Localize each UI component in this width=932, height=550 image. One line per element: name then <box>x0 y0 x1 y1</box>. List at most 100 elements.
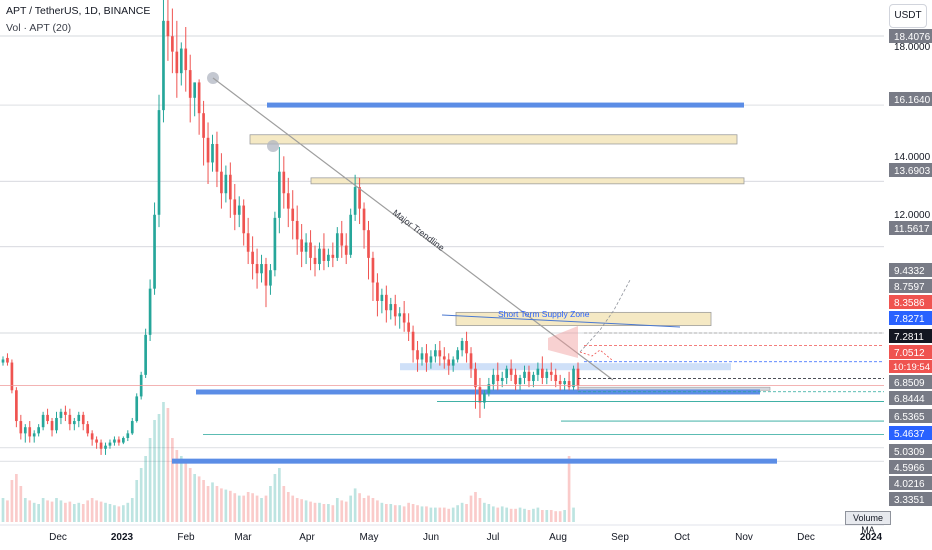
candle-body-23 <box>104 445 107 449</box>
time-axis-bg <box>0 525 932 550</box>
candle-body-4 <box>19 421 23 434</box>
volume-bar-36 <box>162 402 165 522</box>
volume-bar-99 <box>442 507 446 522</box>
candle-body-82 <box>367 230 370 258</box>
price-label-bg-4 <box>889 163 932 177</box>
candle-body-13 <box>59 411 63 418</box>
volume-bar-108 <box>483 502 486 522</box>
volume-bar-59 <box>264 495 268 522</box>
volume-bars <box>1 402 575 522</box>
volume-bar-22 <box>99 501 103 522</box>
candle-body-6 <box>28 427 32 437</box>
volume-bar-37 <box>166 408 170 522</box>
candle-body-129 <box>576 368 580 386</box>
resistance-zone-1 <box>249 134 738 145</box>
volume-bar-121 <box>541 510 544 522</box>
volume-bar-56 <box>251 493 254 522</box>
grid-lines <box>0 35 932 550</box>
price-label-bg-15 <box>889 409 932 423</box>
volume-bar-14 <box>64 502 67 522</box>
candle-body-7 <box>32 433 36 437</box>
currency-unit-button[interactable]: USDT <box>889 4 927 28</box>
volume-bar-72 <box>322 504 326 522</box>
candle-body-46 <box>206 137 210 163</box>
candle-body-102 <box>456 350 459 360</box>
candle-body-118 <box>527 371 531 382</box>
price-label-12: 7.0512 <box>894 348 925 359</box>
volume-bar-128 <box>572 507 575 522</box>
candle-body-52 <box>233 199 237 215</box>
candle-body-54 <box>242 205 246 234</box>
volume-bar-63 <box>282 486 286 522</box>
price-label-bg-16 <box>889 426 932 440</box>
volume-bar-35 <box>157 414 161 522</box>
supply-zone-box <box>400 363 731 371</box>
volume-bar-81 <box>362 498 366 522</box>
volume-bar-104 <box>465 504 468 522</box>
candle-body-105 <box>469 353 473 369</box>
volume-indicator-title: Vol · APT (20) <box>6 22 72 34</box>
volume-bar-84 <box>376 500 379 522</box>
candle-body-77 <box>344 245 348 255</box>
candle-body-75 <box>335 233 339 258</box>
candle-body-125 <box>558 381 562 385</box>
candle-body-92 <box>411 331 415 351</box>
x-tick-7: Jul <box>487 532 500 543</box>
resistance-zone-3 <box>455 311 712 327</box>
x-tick-9: Sep <box>611 532 629 543</box>
price-label-bg-7 <box>889 263 932 277</box>
candle-body-100 <box>447 359 451 366</box>
candle-body-40 <box>179 48 183 74</box>
volume-bar-87 <box>389 504 393 522</box>
volume-bar-100 <box>447 508 451 522</box>
candle-body-81 <box>362 208 366 231</box>
volume-bar-93 <box>416 505 419 522</box>
candle-body-19 <box>86 424 90 434</box>
price-label-bg-14 <box>889 391 932 405</box>
candle-body-45 <box>202 113 205 138</box>
volume-bar-10 <box>46 500 49 522</box>
candle-body-21 <box>95 439 98 443</box>
x-tick-10: Oct <box>674 532 690 543</box>
price-label-4: 13.6903 <box>894 166 931 177</box>
volume-bar-120 <box>536 507 540 522</box>
candle-body-25 <box>113 439 116 443</box>
candle-body-124 <box>554 374 558 382</box>
projection-path-down <box>579 349 613 361</box>
candle-body-115 <box>514 374 517 385</box>
volume-bar-96 <box>429 507 433 522</box>
volume-bar-71 <box>318 502 321 522</box>
volume-bar-8 <box>37 504 40 522</box>
price-label-bg-6 <box>889 221 932 235</box>
candle-body-110 <box>491 374 495 385</box>
price-label-2: 16.1640 <box>894 95 931 106</box>
volume-bar-25 <box>113 505 116 522</box>
volume-bar-61 <box>273 474 277 522</box>
candle-body-22 <box>99 442 103 449</box>
volume-bar-82 <box>367 495 370 522</box>
volume-bar-33 <box>148 438 152 522</box>
volume-bar-73 <box>327 504 330 522</box>
candle-body-78 <box>349 214 353 255</box>
volume-bar-65 <box>291 495 295 522</box>
volume-bar-105 <box>469 495 473 522</box>
candle-body-0 <box>1 359 5 363</box>
x-tick-11: Nov <box>735 532 753 543</box>
major-trendline-label: Major Trendline <box>391 208 447 253</box>
major-trendline <box>212 77 614 381</box>
volume-bar-101 <box>451 507 455 522</box>
x-tick-1: 2023 <box>111 532 134 543</box>
support-zone-0 <box>267 102 744 108</box>
volume-bar-53 <box>237 495 241 522</box>
candle-body-91 <box>407 322 410 332</box>
candle-body-8 <box>37 427 40 434</box>
volume-bar-45 <box>202 480 205 522</box>
candle-body-84 <box>376 282 379 301</box>
volume-bar-13 <box>59 500 63 522</box>
candle-body-47 <box>211 143 214 163</box>
candle-body-3 <box>15 390 18 422</box>
candle-body-14 <box>64 411 67 415</box>
volume-bar-90 <box>402 506 406 522</box>
